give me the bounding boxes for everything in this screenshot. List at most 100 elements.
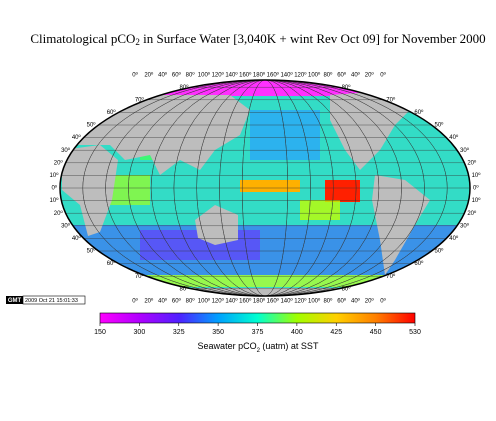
stamp-logo: GMT: [8, 298, 22, 304]
lon-label-bottom: 80º: [186, 298, 196, 305]
colorbar: [99, 312, 416, 324]
title-text: Climatological pCO: [30, 31, 135, 46]
lat-label-left: 20º: [54, 159, 64, 166]
lat-label-left: 10º: [50, 172, 60, 179]
lon-label-top: 100º: [308, 72, 321, 79]
colorbar-tick-label: 530: [409, 329, 421, 336]
colorbar-tick-label: 325: [173, 329, 185, 336]
lat-label-left: 10º: [50, 197, 60, 204]
colorbar-tick-label: 425: [330, 329, 342, 336]
lat-label-right: 10º: [472, 197, 482, 204]
lon-label-top: 80º: [323, 72, 333, 79]
lon-label-bottom: 140º: [225, 298, 238, 305]
lat-label-left: 60º: [107, 109, 117, 116]
lon-label-top: 120º: [212, 72, 225, 79]
lat-label-right: 30º: [460, 147, 470, 154]
lat-label-left: 60º: [107, 260, 117, 267]
lon-label-top: 160º: [239, 72, 252, 79]
lon-label-top: 20º: [144, 72, 154, 79]
lon-label-bottom: 140º: [280, 298, 293, 305]
lat-label-right: 50º: [435, 248, 445, 255]
lat-label-right: 0º: [473, 185, 479, 192]
lon-label-bottom: 160º: [239, 298, 252, 305]
lat-label-right: 30º: [460, 222, 470, 229]
lon-label-top: 0º: [132, 72, 138, 79]
lon-label-bottom: 60º: [337, 298, 347, 305]
graticule: [60, 80, 470, 296]
lon-label-top: 80º: [186, 72, 196, 79]
lat-label-right: 70º: [386, 273, 396, 280]
colorbar-tick-label: 150: [94, 329, 106, 336]
lon-label-top: 20º: [365, 72, 375, 79]
meridian: [196, 80, 334, 296]
colorbar-tick-label: 375: [252, 329, 264, 336]
lon-label-top: 140º: [225, 72, 238, 79]
lat-label-left: 80º: [180, 84, 190, 91]
map-field: [60, 80, 470, 296]
lon-label-top: 0º: [380, 72, 386, 79]
lat-label-left: 70º: [135, 273, 145, 280]
lat-label-right: 20º: [467, 210, 477, 217]
meridian: [219, 80, 311, 296]
meridian: [128, 80, 402, 296]
lon-label-bottom: 120º: [212, 298, 225, 305]
lon-label-top: 160º: [267, 72, 280, 79]
lat-label-left: 30º: [61, 147, 71, 154]
lon-label-bottom: 60º: [172, 298, 182, 305]
colorbar-tick-label: 350: [212, 329, 224, 336]
lat-label-right: 50º: [435, 122, 445, 129]
lon-label-top: 120º: [294, 72, 307, 79]
lon-label-bottom: 180º: [253, 298, 266, 305]
colorbar-label-subscript: 2: [257, 348, 261, 354]
lon-label-top: 100º: [198, 72, 211, 79]
meridian: [242, 80, 288, 296]
colorbar-label-text: Seawater pCO: [198, 341, 257, 351]
lon-label-bottom: 160º: [267, 298, 280, 305]
colorbar-label-text: (uatm) at SST: [260, 341, 319, 351]
lat-label-right: 80º: [342, 84, 352, 91]
lat-label-right: 80º: [342, 285, 352, 292]
colorbar-label: Seawater pCO2 (uatm) at SST: [198, 341, 319, 353]
lat-label-left: 50º: [87, 248, 97, 255]
lat-label-left: 50º: [87, 122, 97, 129]
stamp-logo-box: [6, 296, 23, 304]
lat-label-right: 10º: [472, 172, 482, 179]
lon-label-bottom: 20º: [365, 298, 375, 305]
lat-label-right: 40º: [449, 134, 459, 141]
colorbar-tick-label: 300: [134, 329, 146, 336]
lon-label-top: 60º: [337, 72, 347, 79]
lat-label-left: 80º: [180, 285, 190, 292]
meridian: [105, 80, 425, 296]
lon-label-bottom: 100º: [308, 298, 321, 305]
meridian: [82, 80, 448, 296]
lat-label-right: 70º: [386, 96, 396, 103]
meridian: [150, 80, 380, 296]
lon-label-bottom: 40º: [158, 298, 168, 305]
lon-label-bottom: 80º: [323, 298, 333, 305]
lon-label-top: 140º: [280, 72, 293, 79]
lat-label-left: 40º: [72, 235, 82, 242]
title-text: in Surface Water [3,040K + wint Rev Oct …: [140, 31, 486, 46]
lon-label-bottom: 20º: [144, 298, 154, 305]
lat-label-right: 40º: [449, 235, 459, 242]
lon-label-bottom: 40º: [351, 298, 361, 305]
lon-label-bottom: 0º: [380, 298, 386, 305]
stamp-box: [22, 295, 86, 305]
stamp-time: 2009 Oct 21 15:01:33: [25, 298, 78, 304]
lat-label-left: 70º: [135, 96, 145, 103]
lon-label-top: 180º: [253, 72, 266, 79]
lat-label-left: 0º: [51, 185, 57, 192]
lat-label-right: 60º: [414, 260, 424, 267]
lon-label-bottom: 120º: [294, 298, 307, 305]
lon-label-top: 40º: [158, 72, 168, 79]
lon-label-bottom: 0º: [132, 298, 138, 305]
lat-label-left: 20º: [54, 210, 64, 217]
lat-label-right: 60º: [414, 109, 424, 116]
meridian: [173, 80, 357, 296]
lon-label-top: 40º: [351, 72, 361, 79]
lon-label-top: 60º: [172, 72, 182, 79]
map-border: [59, 79, 471, 297]
colorbar-tick-label: 450: [370, 329, 382, 336]
lat-label-right: 20º: [467, 159, 477, 166]
